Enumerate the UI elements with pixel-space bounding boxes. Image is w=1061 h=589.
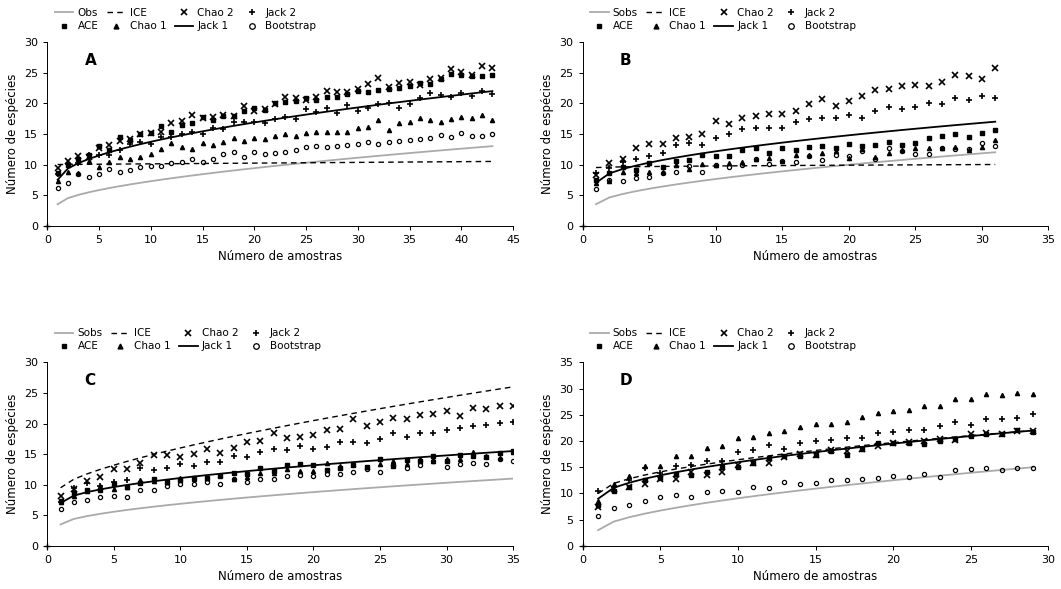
Text: B: B bbox=[620, 53, 631, 68]
X-axis label: Número de amostras: Número de amostras bbox=[218, 570, 343, 584]
X-axis label: Número de amostras: Número de amostras bbox=[218, 250, 343, 263]
X-axis label: Número de amostras: Número de amostras bbox=[753, 570, 877, 584]
Y-axis label: Número de espécies: Número de espécies bbox=[541, 394, 554, 514]
Text: D: D bbox=[620, 373, 632, 388]
Y-axis label: Número de espécies: Número de espécies bbox=[5, 74, 18, 194]
Y-axis label: Número de espécies: Número de espécies bbox=[5, 394, 18, 514]
Legend: Obs, ACE, ICE, Chao 1, Chao 2, Jack 1, Jack 2, Bootstrap: Obs, ACE, ICE, Chao 1, Chao 2, Jack 1, J… bbox=[52, 6, 318, 34]
Text: A: A bbox=[85, 53, 97, 68]
X-axis label: Número de amostras: Número de amostras bbox=[753, 250, 877, 263]
Legend: Sobs, ACE, ICE, Chao 1, Chao 2, Jack 1, Jack 2, Bootstrap: Sobs, ACE, ICE, Chao 1, Chao 2, Jack 1, … bbox=[52, 326, 323, 353]
Text: C: C bbox=[85, 373, 95, 388]
Legend: Sobs, ACE, ICE, Chao 1, Chao 2, Jack 1, Jack 2, Bootstrap: Sobs, ACE, ICE, Chao 1, Chao 2, Jack 1, … bbox=[588, 6, 858, 34]
Legend: Sobs, ACE, ICE, Chao 1, Chao 2, Jack 1, Jack 2, Bootstrap: Sobs, ACE, ICE, Chao 1, Chao 2, Jack 1, … bbox=[588, 326, 858, 353]
Y-axis label: Número de espécies: Número de espécies bbox=[541, 74, 554, 194]
